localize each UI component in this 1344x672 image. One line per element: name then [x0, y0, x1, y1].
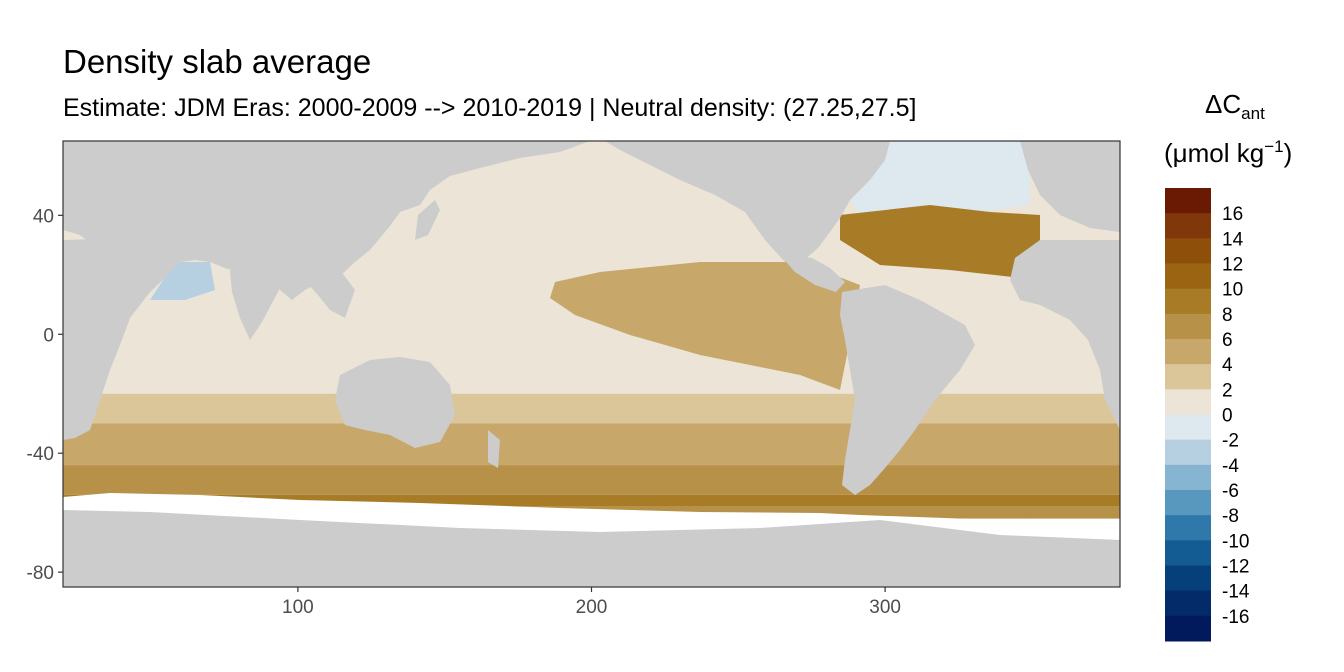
chart-subtitle: Estimate: JDM Eras: 2000-2009 --> 2010-2…	[63, 94, 917, 122]
legend-swatch	[1165, 565, 1211, 592]
legend-swatch	[1165, 313, 1211, 340]
land-india	[230, 265, 280, 340]
legend-label: 10	[1222, 280, 1243, 301]
y-tick-label: -40	[27, 444, 54, 465]
legend-swatch	[1165, 364, 1211, 390]
legend-label: -10	[1222, 531, 1249, 552]
legend-units-main: (μmol kg	[1164, 138, 1264, 168]
region-north-atlantic-mid	[840, 205, 1040, 280]
legend-swatch	[1165, 238, 1211, 264]
ocean-band	[63, 494, 1120, 507]
region-equatorial-pacific	[550, 262, 860, 390]
legend-units: (μmol kg−1)	[1164, 137, 1292, 168]
legend-title: ΔCant	[1205, 89, 1265, 123]
legend-label: -12	[1222, 557, 1249, 578]
land-greenland	[1020, 141, 1120, 232]
legend-swatches	[1165, 188, 1211, 642]
legend-swatch	[1165, 464, 1211, 491]
land-antarctica-coast	[63, 510, 1120, 587]
legend-label: 6	[1222, 330, 1233, 351]
legend-swatch	[1165, 188, 1211, 214]
legend-swatch	[1165, 414, 1211, 441]
legend-label: -14	[1222, 582, 1250, 603]
ocean-band	[63, 465, 1120, 477]
legend-title-main: ΔC	[1205, 89, 1241, 119]
x-tick-label: 100	[282, 597, 314, 618]
legend-swatch	[1165, 339, 1211, 365]
land-central-america	[780, 255, 845, 292]
legend-swatch	[1165, 490, 1211, 516]
legend-units-close: )	[1284, 138, 1293, 168]
legend-swatch	[1165, 540, 1211, 566]
land-europe-africa-east	[1010, 240, 1120, 430]
legend: ΔCant (μmol kg−1) 16 14 12 10 8 6 4 2 0 -2 -4 -6 -8 -…	[1164, 89, 1292, 642]
y-tick-label: -80	[27, 563, 54, 584]
y-axis: 40 0 -40 -80	[27, 206, 63, 584]
land-north-america	[605, 141, 890, 262]
y-tick-label: 40	[33, 206, 54, 227]
region-north-atlantic-subpolar	[850, 141, 1030, 215]
legend-swatch	[1165, 213, 1211, 239]
ocean-band	[63, 393, 1120, 424]
land-australia	[335, 357, 455, 448]
legend-swatch	[1165, 263, 1211, 290]
legend-label: 12	[1222, 255, 1243, 276]
legend-swatch	[1165, 439, 1211, 466]
land-eurasia	[63, 141, 590, 300]
land-new-zealand	[488, 430, 500, 468]
legend-label: 8	[1222, 305, 1233, 326]
legend-label: -2	[1222, 431, 1239, 452]
legend-label: 16	[1222, 204, 1243, 225]
legend-label: -8	[1222, 506, 1239, 527]
land-indochina	[300, 270, 355, 318]
legend-label: 14	[1222, 229, 1244, 250]
legend-label: -4	[1222, 456, 1239, 477]
land-masses	[63, 141, 1120, 587]
x-tick-label: 200	[576, 597, 608, 618]
legend-swatch	[1165, 515, 1211, 541]
legend-swatch	[1165, 615, 1211, 642]
legend-swatch	[1165, 389, 1211, 415]
land-south-america	[840, 285, 975, 495]
y-tick-label: 0	[43, 325, 54, 346]
land-japan	[415, 200, 440, 240]
legend-title-sub: ant	[1241, 104, 1265, 123]
legend-label: -16	[1222, 607, 1249, 628]
legend-swatch	[1165, 590, 1211, 617]
legend-units-exp: −1	[1264, 137, 1283, 156]
legend-label: 4	[1222, 355, 1233, 376]
ocean-band	[63, 423, 1120, 466]
ocean-band	[63, 476, 1120, 495]
legend-label: -6	[1222, 481, 1239, 502]
region-arabian-sea	[150, 262, 215, 300]
legend-label: 0	[1222, 406, 1233, 427]
x-tick-label: 300	[869, 597, 901, 618]
legend-swatch	[1165, 288, 1211, 315]
legend-labels: 16 14 12 10 8 6 4 2 0 -2 -4 -6 -8 -10 -12 -14 -16	[1222, 204, 1250, 628]
x-axis: 100 200 300	[282, 587, 901, 618]
land-africa	[63, 238, 170, 440]
legend-label: 2	[1222, 380, 1233, 401]
chart-title: Density slab average	[63, 43, 372, 80]
